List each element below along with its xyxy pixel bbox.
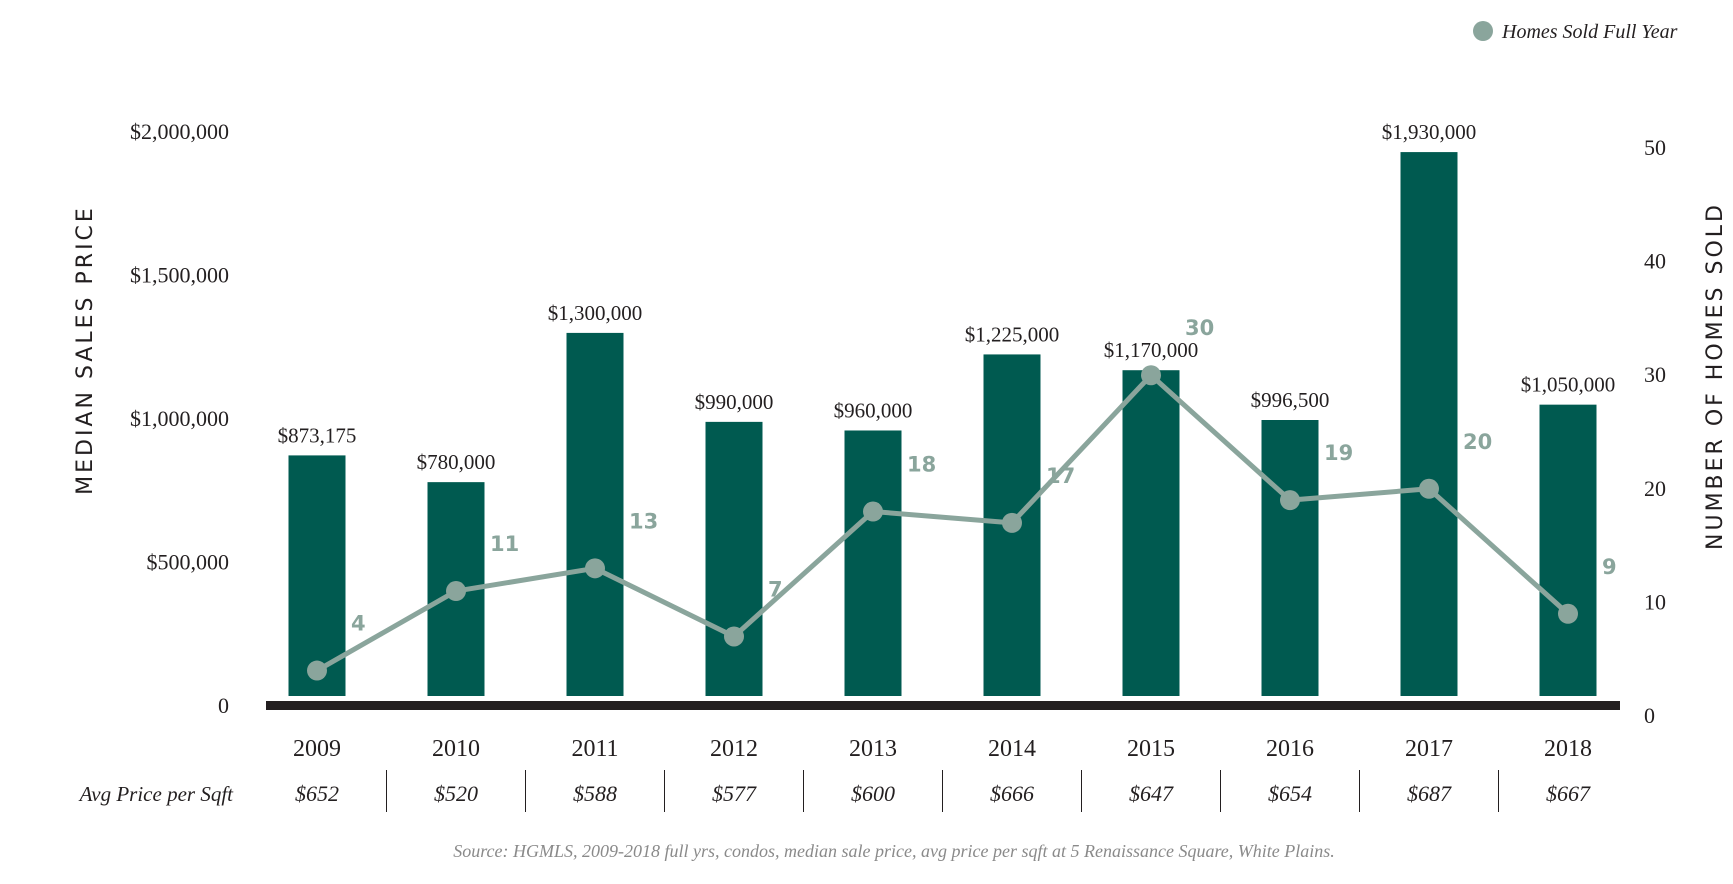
- price-per-sqft-value: $588: [573, 781, 617, 806]
- right-tick-label: 20: [1644, 476, 1666, 501]
- bar-value-label: $990,000: [695, 390, 774, 414]
- bar-value-label: $1,930,000: [1382, 120, 1477, 144]
- homes-sold-polyline: [315, 372, 1570, 673]
- homes-sold-value-label: 18: [907, 453, 936, 477]
- x-tick-label: 2017: [1405, 736, 1453, 762]
- left-tick-label: 0: [218, 693, 229, 718]
- bar-value-labels: $873,175 $780,000 $1,300,000 $990,000 $960,0…: [278, 120, 1616, 474]
- homes-sold-value-label: 7: [768, 577, 783, 601]
- homes-sold-point: [1002, 512, 1022, 533]
- bar: [705, 421, 763, 696]
- bar-value-label: $1,225,000: [965, 322, 1060, 346]
- x-tick-label: 2018: [1544, 736, 1592, 762]
- price-per-sqft-row: $652 $520 $588 $577 $600 $666 $647 $654 $687 $667: [295, 770, 1591, 812]
- left-axis-ticks: 0 $500,000 $1,000,000 $1,500,000 $2,000,000: [130, 119, 229, 718]
- bar-value-label: $1,300,000: [548, 301, 643, 325]
- homes-sold-point: [446, 581, 466, 602]
- bar-value-label: $960,000: [834, 398, 913, 422]
- bar-value-label: $996,500: [1251, 388, 1330, 412]
- right-axis-title: NUMBER OF HOMES SOLD: [1703, 202, 1728, 550]
- right-tick-label: 50: [1644, 135, 1666, 160]
- legend-label: Homes Sold Full Year: [1501, 21, 1678, 43]
- x-tick-label: 2016: [1266, 736, 1314, 762]
- bar: [1122, 370, 1180, 696]
- bar: [844, 430, 902, 696]
- right-tick-label: 10: [1644, 589, 1666, 614]
- homes-sold-point: [307, 660, 327, 681]
- right-tick-label: 40: [1644, 249, 1666, 274]
- homes-sold-value-label: 13: [629, 509, 658, 533]
- bar-value-label: $780,000: [417, 450, 496, 474]
- bar: [1261, 420, 1319, 696]
- price-per-sqft-row-label: Avg Price per Sqft: [78, 782, 235, 806]
- x-tick-label: 2011: [571, 736, 618, 762]
- left-tick-label: $2,000,000: [130, 119, 229, 144]
- left-axis-title: MEDIAN SALES PRICE: [73, 205, 98, 495]
- price-per-sqft-value: $520: [434, 781, 478, 806]
- bar: [288, 455, 346, 696]
- bar: [566, 332, 624, 696]
- price-per-sqft-value: $600: [851, 781, 895, 806]
- bars: [288, 152, 1597, 697]
- homes-sold-value-label: 20: [1463, 430, 1492, 454]
- x-tick-label: 2013: [849, 736, 897, 762]
- x-tick-label: 2012: [710, 736, 758, 762]
- homes-sold-point: [1419, 478, 1439, 499]
- price-per-sqft-value: $652: [295, 781, 339, 806]
- homes-sold-value-label: 4: [351, 612, 366, 636]
- x-tick-label: 2010: [432, 736, 480, 762]
- x-axis-labels: 2009 2010 2011 2012 2013 2014 2015 2016 2017 2018: [293, 736, 1592, 762]
- price-per-sqft-value: $667: [1546, 781, 1591, 806]
- bar: [1539, 404, 1597, 696]
- homes-sold-point: [1141, 365, 1161, 386]
- x-axis-baseline: [266, 701, 1620, 710]
- homes-sold-value-label: 30: [1185, 316, 1214, 340]
- bar-value-label: $1,170,000: [1104, 338, 1199, 362]
- left-tick-label: $1,500,000: [130, 263, 229, 288]
- x-tick-label: 2009: [293, 736, 341, 762]
- homes-sold-line: 4 11 13 7 18 17 30 19 20 9: [307, 316, 1617, 681]
- source-note: Source: HGMLS, 2009-2018 full yrs, condo…: [453, 841, 1335, 861]
- homes-sold-point: [724, 626, 744, 647]
- price-per-sqft-value: $666: [990, 781, 1034, 806]
- homes-sold-value-label: 11: [490, 532, 519, 556]
- homes-sold-point: [863, 501, 883, 522]
- left-tick-label: $1,000,000: [130, 406, 229, 431]
- bar-value-label: $873,175: [278, 423, 357, 447]
- bar-value-label: $1,050,000: [1521, 373, 1616, 397]
- homes-sold-point: [585, 558, 605, 579]
- homes-sold-value-label: 19: [1324, 441, 1353, 465]
- left-tick-label: $500,000: [147, 550, 230, 575]
- right-tick-label: 30: [1644, 362, 1666, 387]
- x-tick-label: 2014: [988, 736, 1036, 762]
- homes-sold-value-label: 17: [1046, 464, 1075, 488]
- bar: [1400, 152, 1458, 697]
- homes-sold-point: [1558, 603, 1578, 624]
- price-per-sqft-value: $647: [1129, 781, 1174, 806]
- legend-marker: [1473, 21, 1493, 41]
- right-axis-ticks: 0 10 20 30 40 50: [1644, 135, 1666, 728]
- price-per-sqft-value: $687: [1407, 781, 1452, 806]
- price-per-sqft-value: $577: [712, 781, 757, 806]
- right-tick-label: 0: [1644, 703, 1655, 728]
- legend: Homes Sold Full Year: [1473, 21, 1678, 43]
- x-tick-label: 2015: [1127, 736, 1175, 762]
- homes-sold-value-label: 9: [1602, 555, 1617, 579]
- price-per-sqft-value: $654: [1268, 781, 1312, 806]
- homes-sold-point: [1280, 490, 1300, 511]
